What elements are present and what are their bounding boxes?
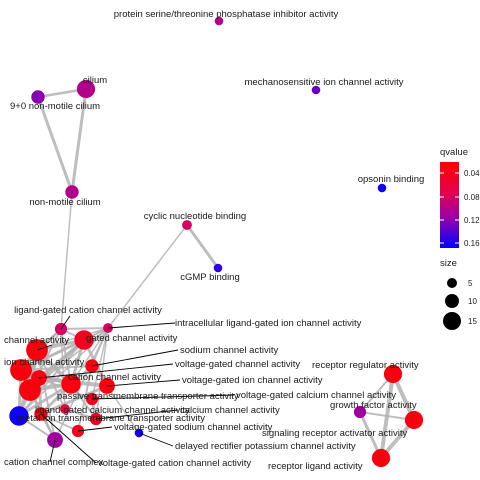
network-edge	[70, 88, 88, 193]
label-leader-line	[106, 379, 181, 387]
network-edge	[107, 224, 188, 329]
node-label: 9+0 non-motile cilium	[10, 101, 100, 112]
network-edge	[91, 327, 109, 400]
label-leader-line	[49, 439, 56, 463]
label-leader-line	[40, 413, 97, 464]
node-label: calcium channel activity	[180, 405, 280, 416]
network-node[interactable]	[371, 448, 391, 468]
network-node[interactable]	[31, 90, 45, 104]
node-label: voltage-gated calcium channel activity	[236, 390, 396, 401]
network-node[interactable]	[60, 404, 70, 414]
legend: qvalue 0.04 0.08 0.12 0.16 size 5 10 15	[440, 147, 480, 330]
label-leader-line	[38, 363, 174, 379]
network-edge	[185, 224, 220, 269]
network-edge	[36, 96, 74, 193]
network-edge	[36, 349, 56, 441]
network-nodes	[9, 16, 424, 468]
node-label: ion channel activity	[4, 357, 85, 368]
network-edge	[77, 365, 93, 432]
network-node[interactable]	[65, 185, 79, 199]
network-node[interactable]	[76, 79, 96, 99]
node-label: ligand-gated cation channel activity	[14, 305, 162, 316]
label-leader-line	[36, 344, 53, 351]
node-label: intracellular ligand-gated ion channel a…	[175, 318, 362, 329]
node-label: voltage-gated ion channel activity	[182, 375, 323, 386]
node-label: mechanosensitive ion channel activity	[245, 77, 404, 88]
network-node[interactable]	[353, 405, 367, 419]
node-label: growth factor activity	[330, 400, 417, 411]
node-label: sodium channel activity	[180, 345, 278, 356]
node-label: cyclic nucleotide binding	[144, 211, 246, 222]
label-leader-line	[138, 432, 174, 447]
node-label: channel activity	[4, 335, 69, 346]
network-node[interactable]	[377, 183, 387, 193]
node-label: delayed rectifier potassium channel acti…	[175, 441, 356, 452]
size-tick-3: 15	[468, 317, 477, 326]
node-label: receptor ligand activity	[268, 461, 363, 472]
network-node[interactable]	[383, 364, 403, 384]
network-node[interactable]	[61, 374, 81, 394]
node-label: receptor regulator activity	[312, 360, 419, 371]
label-leader-line	[77, 426, 113, 432]
qvalue-legend: qvalue 0.04 0.08 0.12 0.16	[440, 147, 480, 248]
network-edge	[60, 191, 73, 330]
network-edge	[106, 385, 140, 434]
size-legend-dot-medium	[445, 294, 459, 308]
network-node[interactable]	[404, 410, 424, 430]
size-tick-1: 5	[468, 279, 473, 288]
network-node[interactable]	[10, 359, 32, 381]
network-edge	[20, 365, 93, 371]
network-node[interactable]	[74, 330, 94, 350]
node-label: protein serine/threonine phosphatase inh…	[114, 9, 339, 20]
node-label: cilium	[83, 75, 107, 86]
node-label: voltage-gated sodium channel activity	[114, 422, 273, 433]
node-label: non-motile cilium	[29, 197, 100, 208]
node-label: voltage-gated channel activity	[175, 359, 300, 370]
network-node[interactable]	[311, 85, 321, 95]
qvalue-legend-title: qvalue	[440, 147, 468, 158]
node-label: cation channel activity	[68, 372, 161, 383]
network-node[interactable]	[213, 263, 223, 273]
label-leader-line	[60, 315, 71, 330]
network-edge	[18, 382, 72, 418]
label-leader-line	[95, 409, 179, 420]
node-label: gated channel activity	[86, 333, 178, 344]
node-label: voltage-gated cation channel activity	[98, 458, 251, 469]
label-leader-line	[107, 322, 176, 329]
node-label: passive transmembrane transporter activi…	[57, 391, 239, 402]
size-legend: size 5 10 15	[440, 258, 477, 330]
network-labels: protein serine/threonine phosphatase inh…	[4, 9, 424, 472]
qvalue-tick-4: 0.16	[464, 239, 480, 248]
node-label: cGMP binding	[180, 272, 240, 283]
network-edge	[40, 384, 108, 416]
qvalue-colorbar	[440, 162, 459, 248]
node-label: signaling receptor activator activity	[262, 428, 407, 439]
qvalue-tick-2: 0.08	[464, 193, 480, 202]
network-edge	[70, 327, 109, 385]
network-edge	[40, 413, 79, 432]
qvalue-tick-3: 0.12	[464, 216, 480, 225]
network-edge	[60, 327, 109, 330]
label-leader-line	[91, 349, 179, 367]
node-label: opsonin binding	[358, 174, 425, 185]
network-node[interactable]	[182, 220, 192, 230]
size-tick-2: 10	[468, 297, 477, 306]
network-node[interactable]	[9, 406, 29, 426]
size-legend-dot-small	[447, 278, 457, 288]
node-label: ligand-gated calcium channel activity	[35, 405, 190, 416]
network-node[interactable]	[214, 16, 224, 26]
size-legend-dot-large	[443, 312, 461, 330]
node-label: cation channel complex	[4, 457, 104, 468]
label-leader-line	[91, 394, 235, 400]
qvalue-tick-1: 0.04	[464, 169, 480, 178]
node-label: metal ion transmembrane transporter acti…	[17, 413, 205, 424]
size-legend-title: size	[440, 258, 457, 269]
